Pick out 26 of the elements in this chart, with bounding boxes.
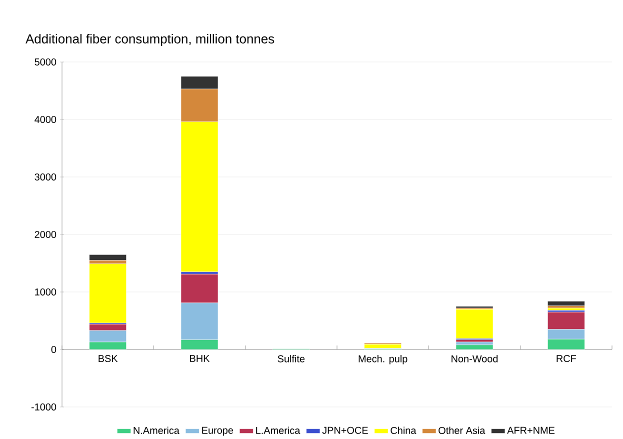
x-tick-label: Mech. pulp xyxy=(358,355,408,364)
legend-label: AFR+NME xyxy=(507,426,555,434)
x-tick-label: BSK xyxy=(98,355,118,362)
legend-label: China xyxy=(390,426,416,434)
y-tick-label: 2000 xyxy=(34,230,56,238)
legend-label: JPN+OCE xyxy=(322,426,368,434)
bar xyxy=(456,344,494,350)
legend-label: Europe xyxy=(202,426,234,436)
bar xyxy=(364,344,402,348)
y-tick-label: 0 xyxy=(51,346,56,354)
x-tick-label: Non-Wood xyxy=(452,355,498,362)
x-tick-label: RCF xyxy=(556,355,576,362)
chart-title: Additional fiber consumption, million tonnes xyxy=(26,34,274,46)
y-tick-label: 5000 xyxy=(34,58,56,66)
y-tick-label: 3000 xyxy=(34,173,56,181)
legend-label: N.America xyxy=(134,426,180,434)
legend-label: L.America xyxy=(256,426,300,434)
y-tick-label: -1000 xyxy=(31,403,56,411)
x-tick-label: BHK xyxy=(190,355,210,362)
legend-label: Other Asia xyxy=(438,426,486,434)
bar xyxy=(456,309,494,339)
x-tick-label: Sulfite xyxy=(278,355,305,362)
y-tick-label: 1000 xyxy=(35,288,56,296)
bar xyxy=(548,301,585,306)
y-tick-label: 4000 xyxy=(34,116,56,124)
bar xyxy=(89,254,126,261)
